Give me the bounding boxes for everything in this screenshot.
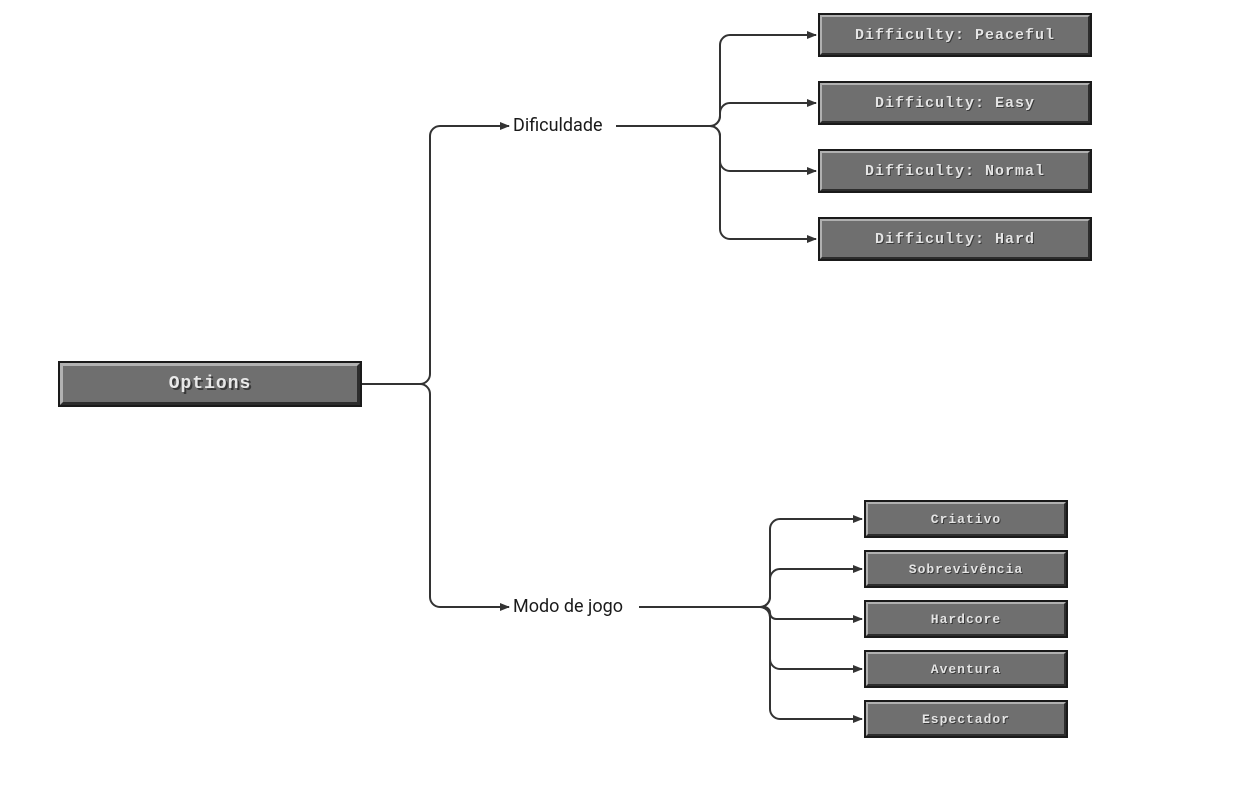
node-label: Difficulty: Hard (875, 231, 1035, 248)
node-gm_sobrev: Sobrevivência (866, 552, 1066, 586)
node-diff_peaceful: Difficulty: Peaceful (820, 15, 1090, 55)
edge-options-to-modojogo (360, 384, 509, 607)
node-label: Difficulty: Normal (865, 163, 1045, 180)
node-label: Aventura (931, 662, 1001, 677)
edge-dificuldade-to-diff_normal (616, 126, 816, 171)
node-modojogo: Modo de jogo (513, 596, 623, 618)
edge-dificuldade-to-diff_easy (616, 103, 816, 126)
node-label: Dificuldade (513, 115, 603, 136)
node-diff_normal: Difficulty: Normal (820, 151, 1090, 191)
node-options: Options (60, 363, 360, 405)
edge-modojogo-to-gm_espec (639, 607, 862, 719)
edge-modojogo-to-gm_aventura (639, 607, 862, 669)
node-label: Modo de jogo (513, 596, 623, 617)
node-gm_espec: Espectador (866, 702, 1066, 736)
node-gm_criativo: Criativo (866, 502, 1066, 536)
node-label: Difficulty: Easy (875, 95, 1035, 112)
node-dificuldade: Dificuldade (513, 115, 603, 137)
node-label: Espectador (922, 712, 1010, 727)
node-diff_hard: Difficulty: Hard (820, 219, 1090, 259)
edge-options-to-dificuldade (360, 126, 509, 384)
node-diff_easy: Difficulty: Easy (820, 83, 1090, 123)
edge-dificuldade-to-diff_hard (616, 126, 816, 239)
edge-modojogo-to-gm_hardcore (639, 607, 862, 619)
node-label: Options (169, 374, 252, 394)
node-label: Hardcore (931, 612, 1001, 627)
diagram-canvas: Options Dificuldade Modo de jogo Difficulty… (0, 0, 1243, 803)
node-label: Difficulty: Peaceful (855, 27, 1055, 44)
node-gm_hardcore: Hardcore (866, 602, 1066, 636)
edge-modojogo-to-gm_sobrev (639, 569, 862, 607)
edge-modojogo-to-gm_criativo (639, 519, 862, 607)
node-gm_aventura: Aventura (866, 652, 1066, 686)
node-label: Sobrevivência (909, 562, 1023, 577)
node-label: Criativo (931, 512, 1001, 527)
edge-dificuldade-to-diff_peaceful (616, 35, 816, 126)
